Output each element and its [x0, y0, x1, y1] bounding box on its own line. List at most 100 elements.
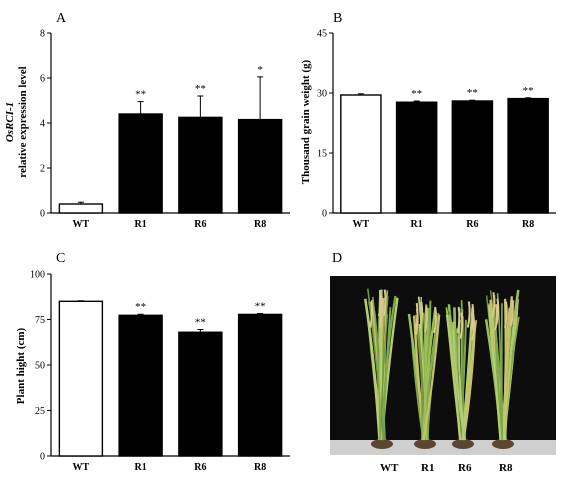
chart-a-bar-r8	[237, 118, 283, 214]
soil-clump	[414, 439, 436, 449]
chart-a-ylabel-line2: relative expression level	[17, 66, 29, 177]
panel-d-label: D	[332, 251, 342, 266]
chart-c-category-label: R8	[254, 462, 266, 473]
chart-c-significance: **	[255, 300, 266, 312]
chart-b-significance: **	[411, 88, 422, 100]
chart-a-ytick-label: 2	[40, 164, 45, 175]
chart-b-category-label: R6	[466, 219, 478, 230]
panel-c-label: C	[56, 251, 65, 266]
photo-floor	[330, 440, 556, 455]
chart-b-category-label: WT	[353, 219, 370, 230]
photo-panel-d: D WT R1 R6 R8	[330, 251, 556, 474]
chart-c-ytick-label: 25	[35, 406, 45, 417]
chart-b-bar-wt	[340, 94, 382, 214]
rice-leaf	[382, 295, 397, 441]
chart-c-ylabel: Plant hight (cm)	[15, 327, 27, 404]
chart-c-category-label: R1	[135, 462, 147, 473]
chart-a-significance: *	[257, 64, 263, 76]
chart-c-ytick-label: 50	[35, 361, 45, 372]
chart-a-ylabel-line1: OsRCI-1	[4, 102, 16, 142]
rice-leaf	[461, 307, 474, 441]
chart-b-significance: **	[523, 85, 534, 97]
rice-panicle	[491, 292, 496, 319]
chart-c-ytick-label: 100	[30, 270, 45, 281]
chart-a-bar-r1	[118, 113, 163, 214]
chart-c-bar-wt	[58, 300, 104, 457]
rice-panicle	[419, 301, 424, 329]
rice-panicle	[433, 306, 437, 334]
rice-leaf	[366, 288, 385, 441]
rice-panicle	[378, 301, 383, 328]
rice-panicle	[424, 306, 429, 333]
chart-a-ytick-label: 8	[40, 29, 45, 40]
chart-a: A OsRCI-1 relative expression level 0 2 4 6…	[4, 11, 290, 230]
chart-a-ytick-label: 4	[40, 119, 45, 130]
chart-b-plot: 0 15 30 45 WT ** R1 ** R6 ** R8	[317, 29, 556, 230]
rice-leaf	[503, 318, 516, 441]
chart-a-bar-r6	[178, 116, 223, 214]
rice-panicle	[382, 289, 387, 316]
chart-b-category-label: R8	[522, 219, 534, 230]
chart-a-category-label: WT	[73, 219, 90, 230]
rice-panicle	[504, 301, 508, 328]
chart-a-ytick-label: 6	[40, 74, 45, 85]
chart-c-bar-r8	[237, 313, 283, 457]
rice-panicle	[510, 299, 514, 326]
chart-c-bar-r6	[178, 331, 223, 457]
photo-label-r1: R1	[421, 462, 434, 474]
photo-background	[330, 276, 556, 455]
rice-leaf	[423, 324, 429, 441]
chart-b-ytick-label: 0	[322, 209, 327, 220]
chart-c-ytick-label: 0	[40, 452, 45, 463]
soil-clump	[371, 439, 393, 449]
panel-a-label: A	[56, 11, 67, 26]
rice-panicle	[494, 304, 499, 331]
rice-panicle	[466, 301, 471, 328]
chart-c-category-label: WT	[73, 462, 90, 473]
rice-panicle	[459, 312, 464, 339]
rice-plant	[445, 300, 478, 449]
panel-b-label: B	[333, 11, 342, 26]
chart-a-plot: 0 2 4 6 8 WT ** R1 ** R6 * R8	[40, 29, 290, 230]
photo-label-wt: WT	[380, 462, 399, 474]
chart-b-bar-r8	[507, 97, 549, 214]
rice-leaf	[488, 307, 502, 441]
chart-c-plot: 0 25 50 75 100 WT ** R1 ** R6 ** R8	[30, 270, 290, 473]
rice-leaf	[363, 298, 381, 441]
rice-leaf	[379, 314, 389, 441]
rice-panicle	[456, 306, 461, 334]
chart-b: B Thousand grain weight (g) 0 15 30 45 WT ** R…	[300, 11, 556, 230]
soil-clump	[492, 439, 514, 449]
chart-c-category-label: R6	[194, 462, 206, 473]
rice-plant	[407, 296, 441, 449]
chart-b-bar-r1	[395, 101, 438, 214]
chart-c-significance: **	[135, 301, 146, 313]
chart-b-ytick-label: 30	[317, 89, 327, 100]
chart-a-category-label: R1	[135, 219, 147, 230]
chart-b-bar-r6	[451, 100, 494, 214]
chart-c-significance: **	[195, 317, 206, 329]
rice-panicle	[414, 302, 419, 330]
photo-label-r6: R6	[458, 462, 472, 474]
chart-a-significance: **	[195, 83, 206, 95]
chart-a-ytick-label: 0	[40, 209, 45, 220]
rice-panicle	[470, 303, 475, 331]
chart-c-ytick-label: 75	[35, 315, 45, 326]
photo-label-r8: R8	[499, 462, 513, 474]
chart-b-ytick-label: 45	[317, 29, 327, 40]
rice-leaf	[372, 296, 381, 441]
chart-b-ylabel: Thousand grain weight (g)	[300, 59, 312, 184]
rice-panicle	[369, 301, 373, 328]
rice-leaf	[445, 314, 462, 441]
chart-b-significance: **	[467, 87, 478, 99]
chart-a-category-label: R6	[194, 219, 206, 230]
chart-b-category-label: R1	[411, 219, 423, 230]
chart-c-bar-r1	[118, 314, 163, 457]
chart-c: C Plant hight (cm) 0 25 50 75 100 WT ** R1 ** R6 *…	[15, 251, 290, 473]
chart-a-bar-wt	[58, 203, 104, 214]
rice-plant	[363, 288, 399, 449]
rice-plant	[484, 289, 520, 449]
chart-a-category-label: R8	[254, 219, 266, 230]
rice-leaf	[422, 314, 441, 441]
